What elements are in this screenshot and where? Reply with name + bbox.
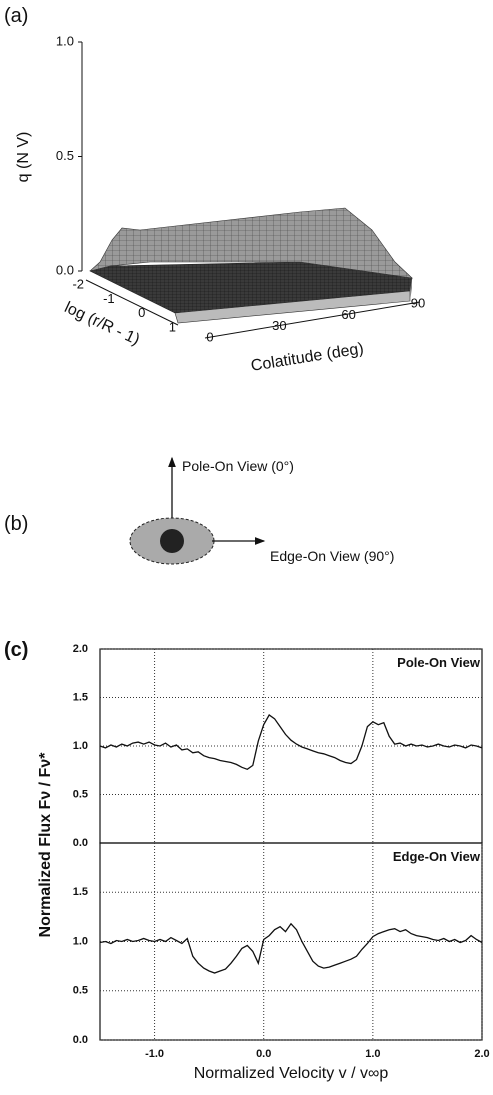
y-tick-label: 2.0 xyxy=(73,643,88,655)
y-axis-label: Colatitude (deg) xyxy=(250,340,365,375)
y-tick-label: 1.5 xyxy=(73,886,88,898)
pole-label: Pole-On View (0°) xyxy=(182,458,294,474)
x-tick-label: 2.0 xyxy=(474,1048,489,1060)
y-tick-label: 0.0 xyxy=(73,1034,88,1046)
y-tick-label: 30 xyxy=(272,318,286,333)
z-axis-label: q (N V) xyxy=(15,132,32,183)
surface xyxy=(89,207,413,324)
y-tick-label: 1.0 xyxy=(73,740,88,752)
edge-label: Edge-On View (90°) xyxy=(270,548,394,564)
annotation: Edge-On View xyxy=(393,849,481,864)
x-tick-label: 1 xyxy=(169,319,176,334)
annotation: Pole-On View xyxy=(397,655,481,670)
x-tick-label: -1.0 xyxy=(145,1048,164,1060)
panel-label: (b) xyxy=(4,513,28,535)
y-tick-label: 1.0 xyxy=(73,935,88,947)
x-tick-label: -1 xyxy=(103,291,115,306)
line xyxy=(99,922,483,974)
y-tick-label: 1.5 xyxy=(73,691,88,703)
y-axis-label: Normalized Flux Fν / Fν* xyxy=(37,752,54,938)
x-tick-label: -2 xyxy=(72,276,84,291)
z-tick-label: 1.0 xyxy=(56,33,74,48)
y-tick-label: 60 xyxy=(341,307,355,322)
y-tick-label: 0.0 xyxy=(73,837,88,849)
colatitude-axis xyxy=(204,301,421,339)
y-tick-label: 0.5 xyxy=(73,788,88,800)
panel-label: (c) xyxy=(4,639,28,661)
x-tick-label: 0.0 xyxy=(256,1048,271,1060)
x-tick-label: 1.0 xyxy=(365,1048,380,1060)
z-tick-label: 0.0 xyxy=(56,262,74,277)
y-tick-label: 0.5 xyxy=(73,985,88,997)
panel-label: (a) xyxy=(4,5,28,27)
y-tick-label: 0 xyxy=(206,329,213,344)
y-tick-label: 90 xyxy=(411,295,425,310)
x-tick-label: 0 xyxy=(138,305,145,320)
diagram xyxy=(129,456,266,565)
z-tick-label: 0.5 xyxy=(56,148,74,163)
x-axis-label: log (r/R - 1) xyxy=(62,299,143,349)
log-axis xyxy=(85,279,179,326)
line xyxy=(99,714,483,771)
x-axis-label: Normalized Velocity v / v∞p xyxy=(194,1065,389,1082)
